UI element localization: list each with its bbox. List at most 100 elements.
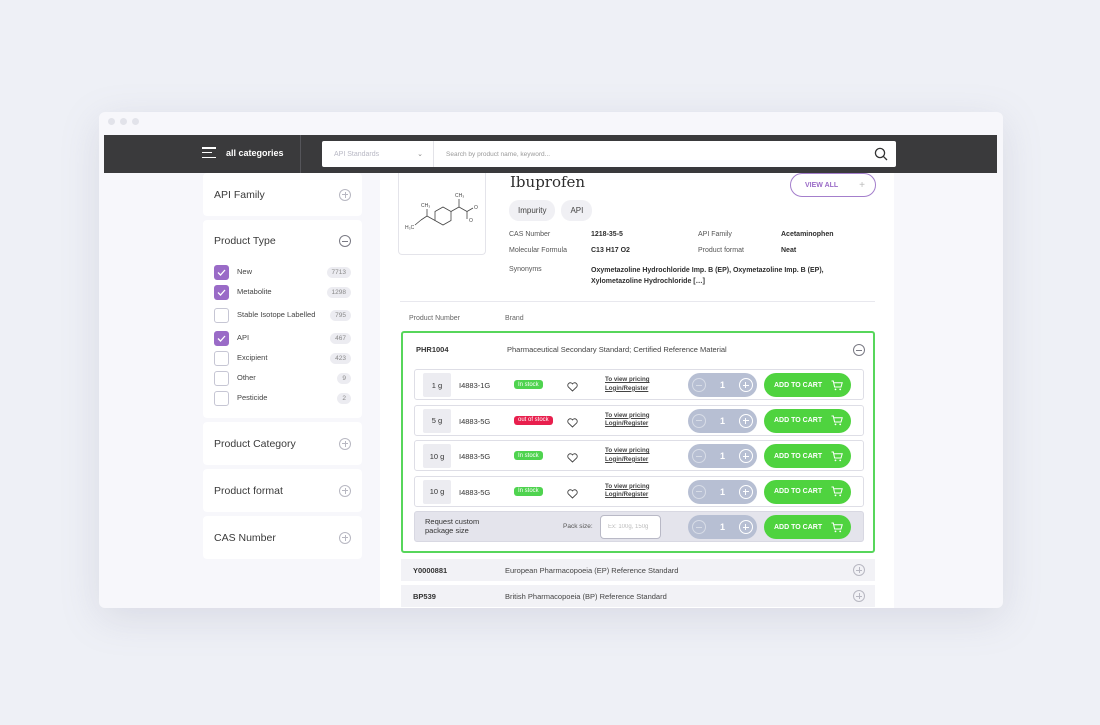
- product-type-option[interactable]: Pesticide 2: [214, 388, 351, 408]
- search-icon[interactable]: [866, 147, 896, 161]
- product-type-option[interactable]: API 467: [214, 328, 351, 348]
- quantity-value[interactable]: 1: [719, 451, 725, 461]
- sku: I4883-1G: [459, 381, 491, 390]
- increment-icon[interactable]: [738, 520, 753, 534]
- product-row[interactable]: Y0000881 European Pharmacopoeia (EP) Refe…: [401, 559, 875, 581]
- increment-icon[interactable]: [738, 484, 753, 499]
- filter-product-category[interactable]: Product Category: [203, 422, 362, 465]
- product-row[interactable]: BP539 British Pharmacopoeia (BP) Referenc…: [401, 585, 875, 607]
- filter-api-family[interactable]: API Family: [203, 173, 362, 216]
- tag-impurity[interactable]: Impurity: [509, 200, 556, 221]
- quantity-value[interactable]: 1: [719, 415, 725, 426]
- tag-api[interactable]: API: [561, 200, 593, 221]
- option-label: Metabolite: [237, 286, 272, 296]
- cas-value: 1218-35-5: [591, 231, 623, 238]
- heart-icon[interactable]: [567, 415, 578, 433]
- sku: I4883-5G: [459, 452, 491, 461]
- product-number[interactable]: BP539: [413, 591, 436, 601]
- pricing-login-link[interactable]: To view pricing Login/Register: [605, 376, 650, 393]
- search-category-select[interactable]: API Standards ⌄: [322, 141, 434, 167]
- quantity-value[interactable]: 1: [719, 486, 725, 497]
- checkbox[interactable]: [214, 390, 229, 406]
- product-type-option[interactable]: Excipient 423: [214, 348, 351, 368]
- pricing-login-link[interactable]: To view pricing Login/Register: [605, 412, 650, 429]
- window-dot-minimize[interactable]: [120, 118, 127, 125]
- collapse-minus-icon[interactable]: [853, 344, 865, 356]
- pack-size-input[interactable]: [600, 515, 661, 539]
- product-brand: British Pharmacopoeia (BP) Reference Sta…: [505, 591, 667, 601]
- expand-plus-icon[interactable]: [853, 590, 865, 602]
- quantity-value[interactable]: 1: [719, 522, 725, 532]
- expand-plus-icon[interactable]: [339, 188, 351, 201]
- expand-plus-icon[interactable]: [853, 564, 865, 576]
- quantity-stepper: 1: [688, 515, 757, 539]
- expanded-product-row: PHR1004 Pharmaceutical Secondary Standar…: [401, 331, 875, 553]
- add-to-cart-button[interactable]: ADD TO CART: [764, 479, 851, 504]
- option-count: 467: [330, 332, 351, 344]
- heart-icon[interactable]: [567, 379, 578, 397]
- checkbox[interactable]: [214, 330, 229, 346]
- product-number[interactable]: PHR1004: [416, 345, 449, 354]
- add-to-cart-button[interactable]: ADD TO CART: [764, 373, 851, 397]
- option-count: 1298: [326, 286, 351, 298]
- pricing-login-link[interactable]: To view pricing Login/Register: [605, 483, 650, 500]
- quantity-value[interactable]: 1: [719, 380, 725, 390]
- decrement-icon[interactable]: [692, 378, 706, 392]
- checkbox[interactable]: [214, 307, 229, 323]
- heart-icon[interactable]: [567, 486, 578, 504]
- option-count: 7713: [326, 266, 351, 278]
- pricing-text[interactable]: To view pricing: [605, 376, 650, 383]
- window-dot-maximize[interactable]: [132, 118, 139, 125]
- view-all-button[interactable]: VIEW ALL +: [790, 173, 876, 197]
- filter-cas-number[interactable]: CAS Number: [203, 516, 362, 559]
- login-register-link[interactable]: Login/Register: [605, 491, 649, 499]
- pricing-text[interactable]: To view pricing: [605, 482, 650, 490]
- decrement-icon[interactable]: [692, 484, 706, 499]
- decrement-icon[interactable]: [692, 413, 706, 428]
- filter-title: Product Type: [214, 235, 276, 247]
- decrement-icon[interactable]: [692, 449, 706, 463]
- expand-plus-icon[interactable]: [339, 484, 351, 497]
- add-to-cart-button[interactable]: ADD TO CART: [764, 408, 851, 433]
- increment-icon[interactable]: [738, 413, 753, 428]
- sku: I4883-5G: [459, 416, 491, 426]
- expand-plus-icon[interactable]: [339, 437, 351, 450]
- login-register-link[interactable]: Login/Register: [605, 420, 649, 428]
- variant-row: 1 g I4883-1G In stock To view pricing Login/…: [414, 369, 864, 400]
- pricing-login-link[interactable]: To view pricing Login/Register: [605, 447, 650, 464]
- pack-size-label: Pack size:: [563, 523, 593, 530]
- product-type-option[interactable]: Stable Isotope Labelled 795: [214, 302, 351, 328]
- checkbox[interactable]: [214, 264, 229, 280]
- increment-icon[interactable]: [738, 449, 753, 463]
- pricing-text[interactable]: To view pricing: [605, 411, 650, 419]
- checkbox[interactable]: [214, 350, 229, 366]
- product-type-options: New 7713 Metabolite 1298 Stable Isotope Labe…: [214, 262, 351, 408]
- product-type-option[interactable]: Metabolite 1298: [214, 282, 351, 302]
- login-register-link[interactable]: Login/Register: [605, 384, 649, 392]
- format-label: Product format: [698, 247, 744, 254]
- heart-icon[interactable]: [567, 450, 578, 468]
- increment-icon[interactable]: [738, 378, 753, 392]
- window-dot-close[interactable]: [108, 118, 115, 125]
- checkbox[interactable]: [214, 284, 229, 300]
- decrement-icon[interactable]: [692, 520, 706, 534]
- product-number[interactable]: Y0000881: [413, 565, 448, 575]
- product-type-option[interactable]: Other 9: [214, 368, 351, 388]
- product-type-option[interactable]: New 7713: [214, 262, 351, 282]
- all-categories-label: all categories: [226, 147, 284, 158]
- search-input[interactable]: [434, 150, 866, 158]
- add-to-cart-button[interactable]: ADD TO CART: [764, 515, 851, 539]
- add-to-cart-button[interactable]: ADD TO CART: [764, 444, 851, 468]
- checkbox[interactable]: [214, 370, 229, 386]
- expand-plus-icon[interactable]: [339, 531, 351, 544]
- login-register-link[interactable]: Login/Register: [605, 455, 649, 463]
- formula-label: Molecular Formula: [509, 247, 567, 254]
- collapse-minus-icon[interactable]: [339, 235, 351, 247]
- window-controls: [108, 118, 139, 125]
- filter-product-format[interactable]: Product format: [203, 469, 362, 512]
- option-count: 9: [337, 372, 351, 384]
- pricing-text[interactable]: To view pricing: [605, 447, 650, 454]
- option-label: Excipient: [237, 352, 268, 362]
- quantity-stepper: 1: [688, 479, 757, 504]
- all-categories-button[interactable]: all categories: [202, 147, 284, 158]
